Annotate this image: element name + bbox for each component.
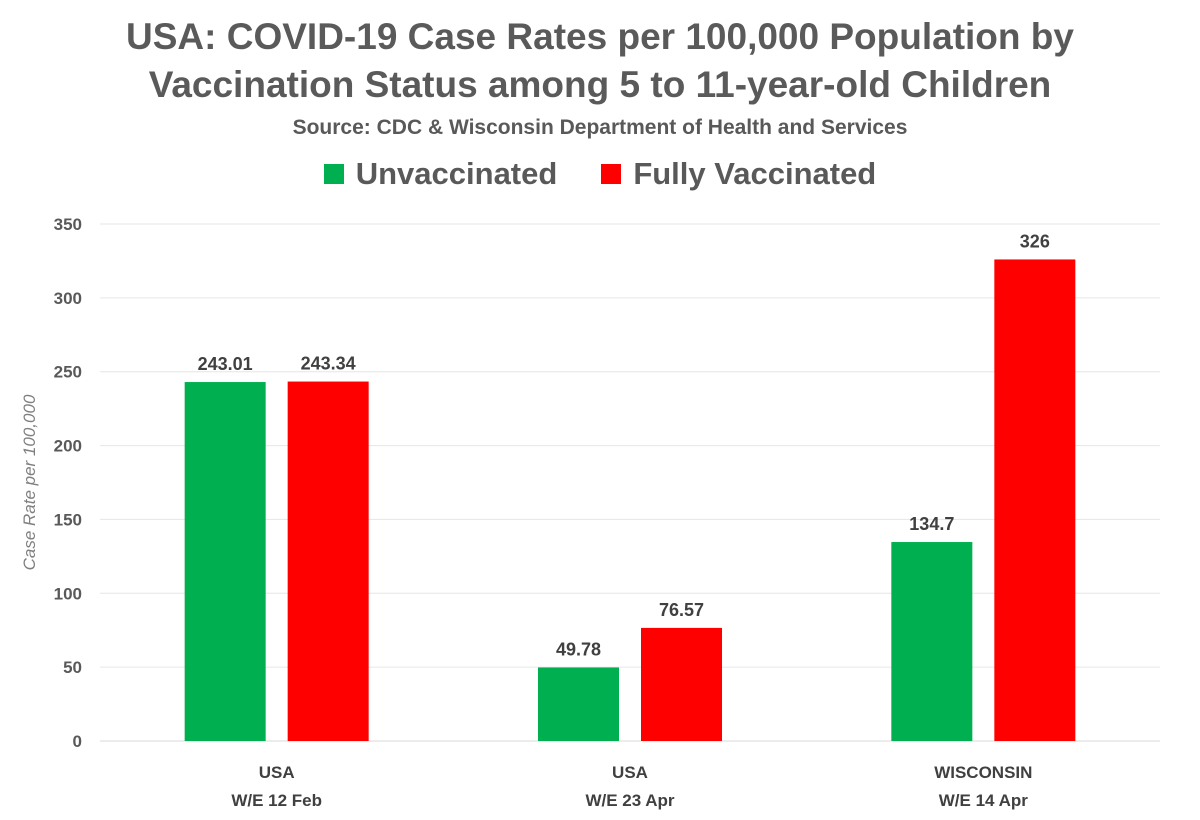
bar-fully-vaccinated xyxy=(641,627,722,741)
y-axis-title: Case Rate per 100,000 xyxy=(20,394,39,570)
chart-subtitle: Source: CDC & Wisconsin Department of He… xyxy=(292,116,908,139)
y-tick-label: 250 xyxy=(54,363,82,382)
y-tick-label: 300 xyxy=(54,289,82,308)
data-label: 49.78 xyxy=(556,639,601,659)
legend-item-unvaccinated: Unvaccinated xyxy=(323,156,558,192)
legend-swatch-fully-vaccinated xyxy=(601,164,622,184)
y-tick-label: 350 xyxy=(54,215,82,234)
chart-legend: Unvaccinated Fully Vaccinated xyxy=(0,156,1200,192)
x-category-label: W/E 14 Apr xyxy=(939,791,1028,810)
data-label: 76.57 xyxy=(659,600,704,620)
y-tick-label: 150 xyxy=(54,510,82,529)
data-label: 243.34 xyxy=(301,354,356,374)
legend-item-fully-vaccinated: Fully Vaccinated xyxy=(601,156,876,192)
bar-unvaccinated xyxy=(891,542,973,741)
legend-label-unvaccinated: Unvaccinated xyxy=(355,156,558,191)
legend-swatch-unvaccinated xyxy=(323,164,344,184)
bar-unvaccinated xyxy=(184,382,266,741)
data-label: 326 xyxy=(1020,231,1050,251)
x-category-label: USA xyxy=(612,763,648,782)
chart-title-line-2: Vaccination Status among 5 to 11-year-ol… xyxy=(148,64,1052,105)
data-label: 243.01 xyxy=(198,354,253,374)
x-category-label: WISCONSIN xyxy=(934,763,1032,782)
data-label: 134.7 xyxy=(909,514,954,534)
bar-unvaccinated xyxy=(538,667,619,741)
bar-fully-vaccinated xyxy=(287,381,369,741)
bar-fully-vaccinated xyxy=(994,259,1076,741)
x-category-label: W/E 12 Feb xyxy=(231,791,322,810)
x-category-label: USA xyxy=(259,763,295,782)
chart-title-line-1: USA: COVID-19 Case Rates per 100,000 Pop… xyxy=(126,16,1074,57)
y-tick-label: 0 xyxy=(73,732,82,751)
legend-label-fully-vaccinated: Fully Vaccinated xyxy=(633,156,877,191)
y-tick-label: 50 xyxy=(63,658,82,677)
y-tick-label: 100 xyxy=(54,584,82,603)
y-tick-label: 200 xyxy=(54,437,82,456)
x-category-label: W/E 23 Apr xyxy=(585,791,674,810)
